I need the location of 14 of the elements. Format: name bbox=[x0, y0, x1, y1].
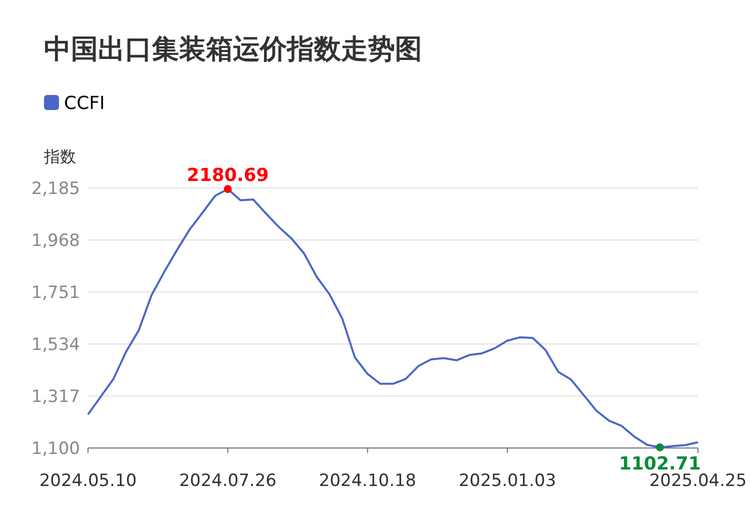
y-tick-label: 1,317 bbox=[31, 387, 80, 407]
y-tick-label: 1,100 bbox=[31, 439, 80, 459]
y-tick-label: 1,751 bbox=[31, 283, 80, 303]
legend-label: CCFI bbox=[64, 93, 105, 114]
y-tick-label: 1,968 bbox=[31, 231, 80, 251]
y-tick-label: 2,185 bbox=[31, 179, 80, 199]
x-tick-label: 2024.05.10 bbox=[39, 471, 137, 491]
y-tick-label: 1,534 bbox=[31, 335, 80, 355]
chart-title: 中国出口集装箱运价指数走势图 bbox=[44, 34, 422, 65]
x-tick-label: 2024.07.26 bbox=[179, 471, 276, 491]
y-axis-title: 指数 bbox=[43, 147, 76, 166]
x-tick-label: 2025.01.03 bbox=[458, 471, 556, 491]
annotation: 2180.69 bbox=[186, 165, 269, 186]
x-tick-label: 2024.10.18 bbox=[318, 471, 416, 491]
